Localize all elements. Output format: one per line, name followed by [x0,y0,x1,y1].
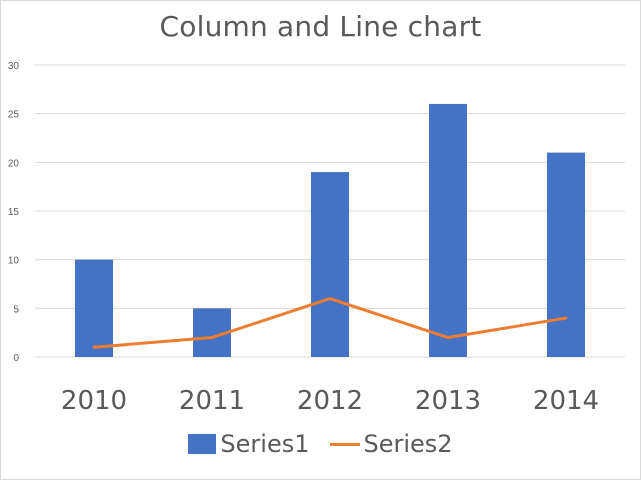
legend-label-series1: Series1 [220,430,310,458]
bar-2012 [311,172,349,357]
y-tick-label-30: 30 [8,61,20,72]
x-tick-label-2010: 2010 [61,386,127,416]
bar-2010 [75,259,113,357]
x-tick-label-2013: 2013 [415,386,481,416]
y-tick-label-20: 20 [8,158,20,169]
bar-2014 [547,152,585,357]
legend-item-series2[interactable]: Series2 [329,430,453,458]
legend-swatch-series2 [329,442,360,446]
x-tick-label-2014: 2014 [533,386,599,416]
x-tick-label-2012: 2012 [297,386,363,416]
y-tick-label-5: 5 [13,304,19,315]
y-tick-label-15: 15 [8,207,20,218]
x-tick-label-2011: 2011 [179,386,245,416]
y-tick-label-10: 10 [8,256,20,267]
legend: Series1 Series2 [0,430,641,458]
legend-swatch-series1 [188,434,217,454]
legend-label-series2: Series2 [363,430,453,458]
y-tick-label-0: 0 [13,353,19,364]
bar-2013 [429,103,467,357]
legend-item-series1[interactable]: Series1 [188,430,310,458]
chart-title: Column and Line chart [159,10,482,43]
y-tick-label-25: 25 [8,110,20,121]
